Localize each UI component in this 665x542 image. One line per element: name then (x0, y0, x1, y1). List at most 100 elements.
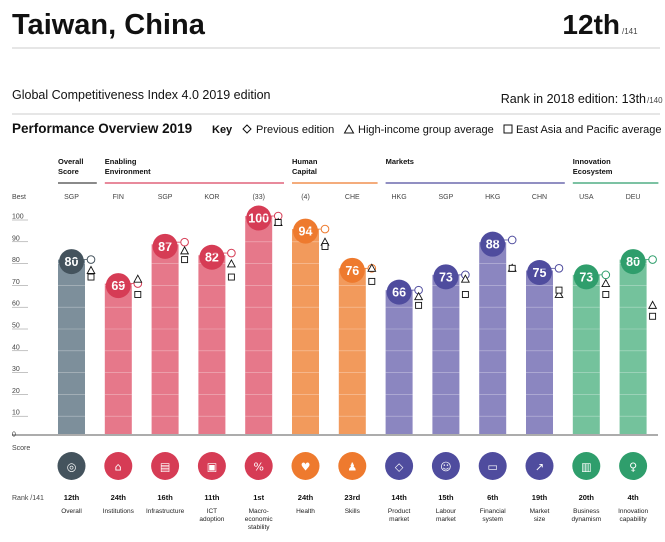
pillar-name: Financial (480, 508, 507, 515)
pillar-name: Market (530, 508, 550, 515)
pillar-name: economic (245, 516, 274, 523)
health-icon (291, 452, 320, 480)
score-bubble (480, 231, 506, 257)
pillar-name: Product (388, 508, 411, 515)
score-bubble (527, 260, 552, 285)
y-tick-label: 70 (12, 279, 20, 286)
product-market-icon (385, 452, 414, 480)
pillar-name: Innovation (618, 508, 648, 515)
high-income-marker (367, 263, 377, 272)
pillar-name: adoption (199, 516, 224, 523)
infrastructure-icon-glyph: ▤ (160, 461, 170, 474)
pillar-name: Skills (345, 508, 361, 515)
pillar-rank: 12th (64, 493, 80, 502)
bar-10 (526, 270, 553, 434)
best-performer-label: SGP (64, 194, 79, 201)
pillar-rank: 23rd (344, 493, 360, 502)
y-tick-label: 30 (12, 366, 20, 373)
pillar-rank: 19th (532, 493, 548, 502)
health-icon-glyph: ♥ (301, 461, 311, 474)
best-performer-label: CHE (345, 194, 360, 201)
innovation-icon-glyph: ♀ (629, 461, 637, 474)
previous-edition-marker (227, 248, 236, 258)
ict-icon (197, 452, 226, 480)
pillar-name: Business (573, 508, 600, 515)
pillar-name: ICT (207, 508, 218, 515)
edition-label: Global Competitiveness Index 4.0 2019 ed… (12, 88, 271, 102)
score-value: 73 (439, 270, 453, 284)
pillar-rank: 24th (298, 493, 314, 502)
regional-marker (274, 219, 282, 226)
best-performer-label: (4) (301, 194, 310, 201)
legend-regional-label: East Asia and Pacific average (516, 124, 662, 136)
group-title-1: Environment (105, 167, 151, 176)
skills-icon-glyph: ♟ (347, 461, 357, 474)
score-bubble (339, 257, 365, 283)
market-size-icon-glyph: ↗ (535, 461, 544, 474)
pillar-name: capability (620, 516, 648, 523)
previous-edition-marker (320, 224, 330, 234)
bar-6 (338, 268, 366, 434)
previous-rank-total: /140 (647, 96, 663, 105)
macro-icon-glyph: % (253, 461, 263, 474)
group-title-0: Score (58, 167, 79, 176)
pillar-name: stability (248, 524, 270, 531)
y-tick-label: 60 (12, 301, 20, 308)
best-performer-label: HKG (392, 194, 407, 201)
overall-icon-glyph: ◎ (67, 461, 77, 474)
legend-key-label: Key (212, 124, 233, 136)
bar-5 (292, 229, 319, 434)
business-icon-glyph: ▥ (581, 461, 591, 474)
pillar-name: dynamism (571, 516, 601, 523)
best-performer-label: SGP (439, 194, 454, 201)
overall-rank-total: /141 (622, 27, 638, 36)
score-bubble (433, 264, 459, 290)
regional-marker (181, 256, 189, 264)
high-income-marker (601, 278, 611, 288)
bar-1 (104, 283, 132, 434)
score-bubble (573, 264, 599, 290)
regional-marker (321, 243, 329, 250)
pillar-rank: 16th (157, 493, 173, 502)
bar-4 (245, 216, 273, 434)
score-value: 73 (579, 270, 593, 284)
y-tick-label: 10 (12, 410, 20, 417)
pillar-rank: 15th (438, 493, 454, 502)
financial-icon-glyph: ▭ (487, 461, 497, 474)
previous-edition-marker (554, 264, 564, 273)
regional-marker (508, 264, 516, 272)
y-tick-label: 40 (12, 344, 20, 351)
y-tick-label: 100 (12, 214, 24, 221)
group-title-2: Human (292, 157, 318, 166)
labour-market-icon (431, 452, 460, 480)
bar-11 (572, 274, 600, 434)
previous-edition-marker (648, 255, 657, 264)
pillar-name: Overall (61, 508, 82, 515)
high-income-marker (648, 300, 658, 309)
high-income-marker (460, 274, 470, 283)
ict-icon-glyph: ▣ (207, 461, 217, 474)
financial-icon (478, 452, 507, 480)
best-performer-label: KOR (204, 194, 219, 201)
regional-marker (555, 286, 563, 294)
infrastructure-icon (151, 452, 180, 480)
group-title-3: Markets (386, 157, 414, 166)
bar-7 (385, 290, 413, 434)
bar-12 (619, 259, 647, 434)
business-icon (572, 452, 601, 480)
pillar-rank: 20th (579, 493, 595, 502)
pillar-rank: 14th (391, 493, 407, 502)
labour-market-icon-glyph: ☺ (440, 461, 451, 474)
overall-icon (57, 452, 86, 480)
previous-edition-marker (86, 255, 96, 264)
pillar-rank: 4th (627, 493, 639, 502)
pillar-name: Health (296, 508, 315, 515)
bar-2 (151, 244, 179, 434)
regional-marker (602, 291, 610, 298)
bars-layer: SGP 80 FIN 69 SGP 87 KOR 82 (33) 100 (4) 94 CHE 76 HKG… (58, 194, 647, 434)
previous-edition-marker (180, 237, 189, 247)
regional-marker (415, 301, 423, 309)
best-performer-label: SGP (158, 194, 173, 201)
score-bubble (105, 273, 131, 299)
